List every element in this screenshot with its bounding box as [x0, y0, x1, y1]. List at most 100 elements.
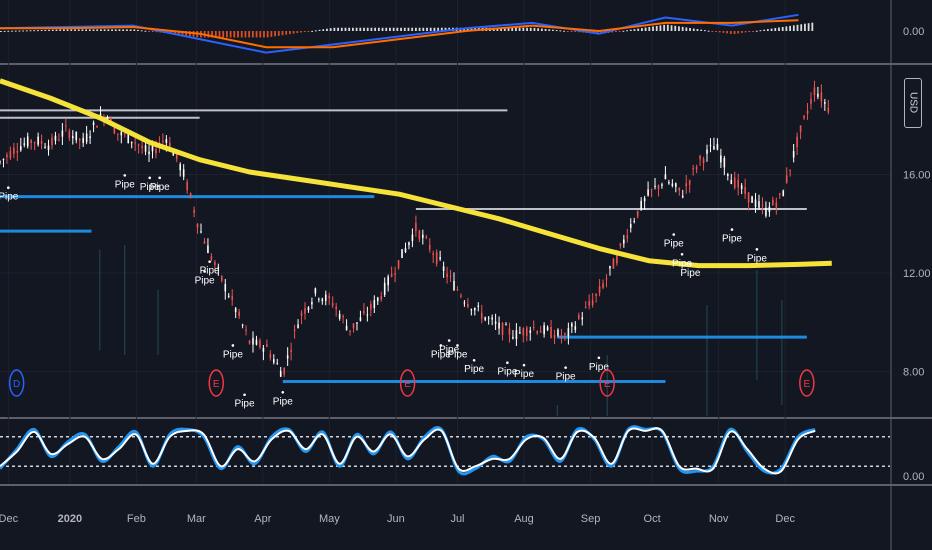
currency-badge[interactable]: USD	[904, 78, 922, 128]
candle-body	[335, 306, 337, 310]
candle-body	[144, 145, 147, 152]
macd-histogram-bar	[429, 27, 432, 31]
candle-body	[214, 261, 216, 265]
macd-histogram-bar	[629, 29, 632, 31]
macd-histogram-bar	[715, 31, 717, 32]
pipe-dot	[680, 252, 684, 256]
macd-histogram-bar	[100, 29, 102, 31]
macd-histogram-bar	[229, 31, 232, 38]
candle-body	[6, 154, 8, 158]
macd-histogram-bar	[66, 29, 69, 31]
macd-histogram-bar	[737, 31, 740, 34]
candle-body	[13, 147, 15, 155]
macd-panel	[0, 13, 814, 54]
macd-histogram-bar	[678, 26, 680, 31]
candle-body	[415, 223, 417, 232]
pipe-dot	[148, 176, 152, 180]
candle-body	[799, 125, 802, 132]
candle-body	[113, 126, 116, 134]
pipe-dot	[208, 260, 211, 263]
candle-body	[664, 174, 667, 180]
macd-histogram-bar	[226, 31, 228, 38]
pipe-label: Pipe	[115, 179, 135, 190]
candle-body	[602, 283, 604, 288]
macd-histogram-bar	[637, 28, 640, 31]
macd-histogram-bar	[11, 30, 13, 32]
macd-histogram-bar	[222, 31, 225, 38]
macd-histogram-bar	[578, 31, 580, 33]
macd-histogram-bar	[177, 31, 180, 35]
candle-body	[792, 150, 795, 158]
macd-histogram-bar	[111, 29, 113, 31]
macd-histogram-bar	[255, 31, 258, 38]
macd-histogram-bar	[385, 27, 388, 31]
macd-histogram-bar	[51, 29, 54, 31]
macd-histogram-bar	[685, 27, 688, 31]
macd-histogram-bar	[811, 22, 814, 31]
macd-histogram-bar	[726, 31, 729, 34]
candle-body	[324, 294, 327, 301]
macd-histogram-bar	[37, 30, 39, 32]
candle-body	[789, 169, 791, 171]
macd-histogram-bar	[270, 31, 273, 37]
macd-histogram-bar	[81, 29, 84, 31]
candle-body	[196, 223, 199, 228]
macd-histogram-bar	[515, 27, 517, 31]
macd-histogram-bar	[759, 30, 762, 32]
macd-histogram-bar	[763, 29, 766, 31]
macd-histogram-bar	[333, 27, 336, 31]
pipe-label: Pipe	[464, 364, 484, 375]
candle-body	[75, 131, 78, 141]
candle-body	[498, 322, 500, 329]
macd-histogram-bar	[563, 30, 565, 32]
macd-histogram-bar	[44, 29, 47, 31]
macd-histogram-bar	[800, 24, 803, 31]
macd-histogram-bar	[722, 31, 725, 33]
candle-body	[54, 135, 57, 141]
pipe-dot	[730, 228, 734, 231]
macd-histogram-bar	[289, 31, 291, 35]
candle-body	[338, 313, 341, 319]
candle-body	[675, 183, 677, 187]
stochastic-y-tick-label: 0.00	[903, 471, 924, 483]
candle-body	[234, 308, 237, 312]
candle-body	[539, 330, 542, 333]
candle-body	[647, 189, 649, 196]
macd-histogram-bar	[85, 29, 88, 31]
candle-body	[252, 337, 254, 345]
candle-body	[487, 317, 490, 319]
candle-body	[470, 309, 473, 311]
x-tick-label: Sep	[581, 513, 601, 525]
candle-body	[456, 289, 459, 291]
macd-histogram-bar	[537, 28, 540, 31]
macd-histogram-bar	[503, 27, 506, 31]
candle-body	[661, 184, 663, 186]
event-marker	[399, 369, 416, 397]
candle-body	[737, 179, 740, 188]
macd-histogram-bar	[615, 31, 617, 32]
candle-body	[26, 136, 29, 147]
macd-histogram-bar	[40, 30, 43, 32]
macd-histogram-bar	[437, 27, 440, 31]
macd-histogram-bar	[511, 27, 514, 31]
candle-body	[370, 303, 372, 310]
pipe-label: Pipe	[200, 266, 220, 277]
macd-histogram-bar	[292, 31, 295, 34]
candle-body	[477, 305, 480, 308]
pipe-dot	[597, 356, 601, 360]
macd-histogram-bar	[359, 27, 362, 31]
macd-histogram-bar	[770, 28, 773, 31]
candle-body	[463, 302, 466, 304]
candle-body	[224, 284, 227, 292]
candle-body	[99, 113, 102, 118]
macd-histogram-bar	[470, 27, 473, 31]
candle-body	[598, 286, 601, 293]
macd-histogram-bar	[277, 31, 280, 36]
candle-body	[501, 322, 504, 335]
candle-body	[293, 329, 296, 331]
candle-body	[785, 175, 788, 183]
pipe-label: Pipe	[273, 396, 293, 407]
event-marker	[208, 369, 225, 397]
